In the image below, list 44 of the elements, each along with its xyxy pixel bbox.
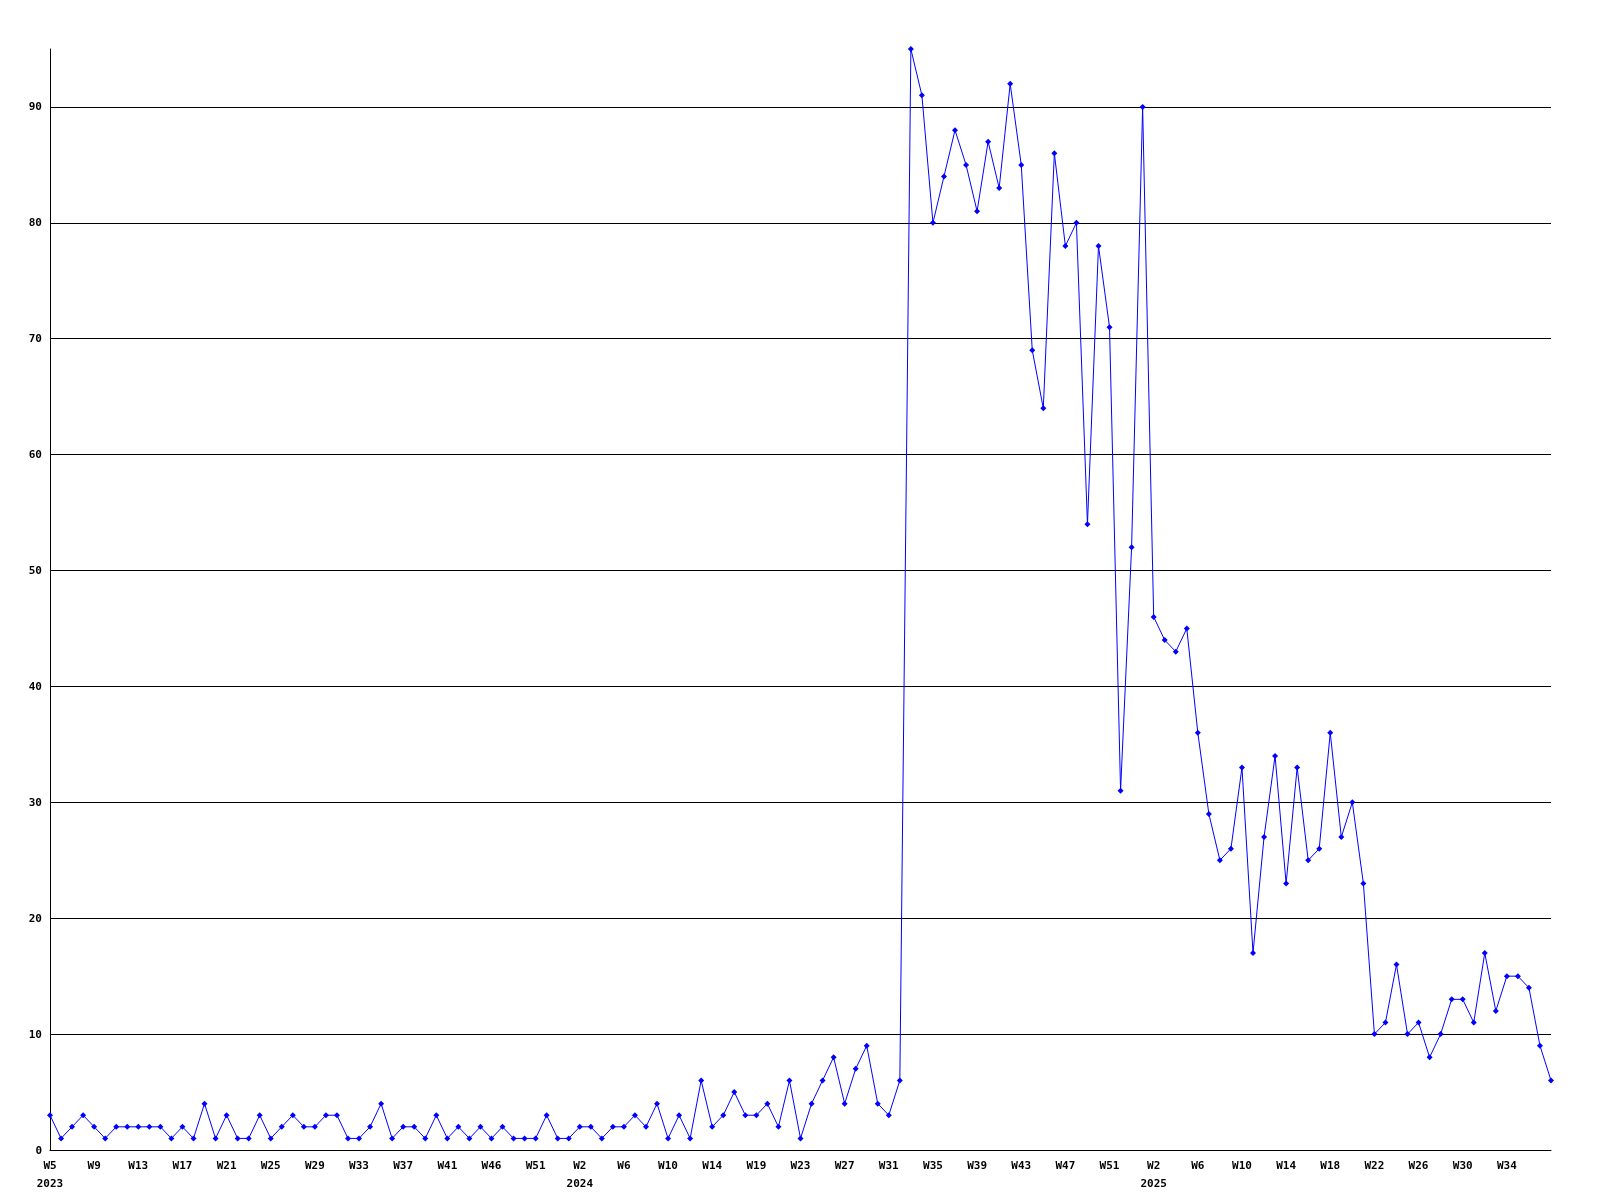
x-tick-label: W6 xyxy=(617,1158,631,1172)
x-tick-label: W27 xyxy=(834,1158,855,1172)
y-tick-label: 20 xyxy=(28,911,42,925)
x-tick-label: W35 xyxy=(923,1158,943,1172)
x-tick-label: W30 xyxy=(1452,1158,1473,1172)
x-tick-label: W10 xyxy=(658,1158,678,1172)
x-tick-label: W43 xyxy=(1011,1158,1032,1172)
x-tick-label: W2 2025 xyxy=(1140,1158,1167,1190)
x-tick-label: W17 xyxy=(172,1158,193,1172)
y-tick-label: 90 xyxy=(28,100,42,114)
y-tick-label: 80 xyxy=(28,216,42,230)
x-tick-label: W5 2023 xyxy=(36,1158,64,1190)
x-tick-label: W6 xyxy=(1191,1158,1205,1172)
y-tick-label: 0 xyxy=(35,1143,42,1157)
x-tick-label: W9 xyxy=(87,1158,101,1172)
x-tick-label: W10 xyxy=(1232,1158,1252,1172)
x-tick-label: W19 xyxy=(746,1158,767,1172)
y-tick-label: 70 xyxy=(28,332,42,346)
x-tick-label: W26 xyxy=(1408,1158,1429,1172)
y-tick-label: 60 xyxy=(28,448,42,462)
x-tick-label: W29 xyxy=(304,1158,325,1172)
x-tick-label: W25 xyxy=(260,1158,281,1172)
x-tick-label: W31 xyxy=(878,1158,900,1172)
y-tick-label: 50 xyxy=(28,564,42,578)
x-tick-label: W51 xyxy=(525,1158,546,1172)
x-tick-label: W33 xyxy=(349,1158,369,1172)
y-tick-label: 40 xyxy=(28,679,42,693)
x-tick-label: W21 xyxy=(216,1158,237,1172)
x-tick-label: W47 xyxy=(1055,1158,1076,1172)
y-tick-label: 30 xyxy=(28,795,42,809)
x-tick-label: W34 xyxy=(1496,1158,1518,1172)
x-tick-label: W46 xyxy=(481,1158,502,1172)
x-tick-label: W23 xyxy=(790,1158,811,1172)
y-tick-label: 10 xyxy=(28,1027,42,1041)
x-tick-label: W22 xyxy=(1364,1158,1385,1172)
x-tick-label: W13 xyxy=(128,1158,149,1172)
x-tick-label: W18 xyxy=(1320,1158,1341,1172)
x-tick-label: W2 2024 xyxy=(566,1158,594,1190)
x-tick-label: W39 xyxy=(967,1158,988,1172)
x-tick-label: W14 xyxy=(1276,1158,1297,1172)
x-tick-label: W41 xyxy=(437,1158,458,1172)
x-tick-label: W37 xyxy=(393,1158,414,1172)
x-tick-label: W51 xyxy=(1099,1158,1120,1172)
x-tick-label: W14 xyxy=(702,1158,723,1172)
